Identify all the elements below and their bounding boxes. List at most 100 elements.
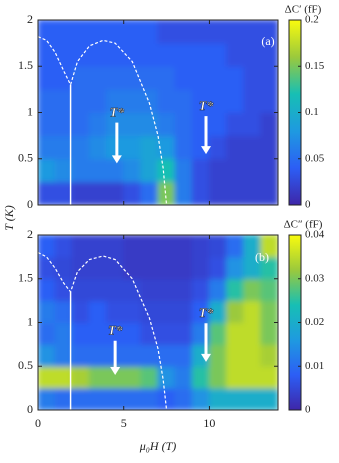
heatmap-cell: [71, 235, 90, 258]
heatmap-cell: [38, 158, 56, 183]
heatmap-cell: [157, 20, 176, 44]
heatmap-cell: [140, 387, 159, 410]
heatmap-cell: [174, 20, 193, 44]
heatmap-cell: [226, 387, 245, 410]
heatmap-cell: [54, 300, 73, 323]
heatmap-cell: [38, 256, 56, 280]
heatmap-cell: [38, 20, 56, 44]
heatmap-cell: [38, 42, 56, 67]
y-tick-label: 1.5: [18, 271, 33, 285]
heatmap-cell: [38, 387, 56, 410]
heatmap-cell: [54, 235, 73, 258]
heatmap-cell: [260, 278, 278, 302]
heatmap-cell: [243, 181, 262, 205]
heatmap-cells: [38, 235, 278, 410]
heatmap-cell: [174, 65, 193, 90]
heatmap-cell: [226, 365, 245, 389]
heatmap-cell: [243, 158, 262, 183]
heatmap-cell: [208, 181, 228, 205]
heatmap-cell: [260, 88, 278, 113]
colorbar-tick-label: 0.05: [305, 152, 325, 164]
heatmap-cell: [243, 343, 262, 367]
y-tick-label: 1: [27, 314, 33, 328]
heatmap-cell: [88, 20, 108, 44]
heatmap-cell: [260, 112, 278, 137]
heatmap-cell: [243, 322, 262, 345]
heatmap-cell: [54, 256, 73, 280]
heatmap-cell: [226, 235, 245, 258]
heatmap-cell: [38, 135, 56, 160]
heatmap-cell: [38, 65, 56, 90]
heatmap-cell: [260, 300, 278, 323]
heatmap-cell: [140, 322, 159, 345]
heatmap-cell: [123, 387, 142, 410]
heatmap-cell: [260, 343, 278, 367]
heatmap-cell: [88, 42, 108, 67]
heatmap-cell: [123, 135, 142, 160]
heatmap-cell: [106, 300, 125, 323]
heatmap-cell: [260, 181, 278, 205]
heatmap-cell: [174, 88, 193, 113]
heatmap-cell: [38, 278, 56, 302]
annotation: T*: [199, 305, 214, 320]
x-tick-label: 10: [203, 416, 215, 430]
heatmap-cell: [191, 278, 210, 302]
heatmap-cell: [208, 158, 228, 183]
heatmap-cell: [243, 278, 262, 302]
x-tick-label: 5: [121, 416, 127, 430]
heatmap-cell: [71, 278, 90, 302]
heatmap-cell: [140, 235, 159, 258]
heatmap-cell: [123, 278, 142, 302]
heatmap-cell: [157, 112, 176, 137]
heatmap-cell: [88, 235, 108, 258]
heatmap-cell: [191, 235, 210, 258]
heatmap-cell: [88, 112, 108, 137]
heatmap-cell: [174, 256, 193, 280]
heatmap-cell: [174, 112, 193, 137]
heatmap-cell: [38, 322, 56, 345]
heatmap-cell: [54, 65, 73, 90]
heatmap-cell: [38, 235, 56, 258]
heatmap-cell: [260, 158, 278, 183]
heatmap-cell: [123, 256, 142, 280]
heatmap-cell: [88, 135, 108, 160]
heatmap-cell: [71, 181, 90, 205]
heatmap-cell: [71, 65, 90, 90]
heatmap-cell: [174, 235, 193, 258]
heatmap-cell: [106, 112, 125, 137]
heatmap-cell: [260, 65, 278, 90]
heatmap-cell: [157, 181, 176, 205]
heatmap-cell: [243, 135, 262, 160]
y-tick-label: 2: [27, 227, 33, 241]
heatmap-cell: [88, 365, 108, 389]
heatmap-cell: [260, 256, 278, 280]
heatmap-cell: [140, 135, 159, 160]
panel-label: (b): [255, 250, 269, 264]
heatmap-cell: [123, 42, 142, 67]
heatmap-cell: [140, 181, 159, 205]
heatmap-cell: [191, 65, 210, 90]
heatmap-cell: [226, 322, 245, 345]
heatmap-cell: [140, 158, 159, 183]
heatmap-cell: [106, 365, 125, 389]
heatmap-cell: [88, 278, 108, 302]
heatmap-cell: [174, 387, 193, 410]
heatmap-cell: [88, 343, 108, 367]
phase-boundary: [38, 36, 168, 205]
annotation: T*: [108, 323, 123, 338]
heatmap-cell: [157, 158, 176, 183]
heatmap-cell: [243, 235, 262, 258]
heatmap-cell: [71, 343, 90, 367]
colorbar-tick-label: 0.15: [305, 60, 325, 72]
heatmap-cell: [88, 256, 108, 280]
colorbar-tick-label: 0.02: [305, 316, 324, 328]
heatmap-cell: [71, 387, 90, 410]
heatmap-cell: [243, 365, 262, 389]
heatmap-cell: [157, 256, 176, 280]
heatmap-cell: [71, 300, 90, 323]
heatmap-cell: [71, 322, 90, 345]
y-tick-label: 1.5: [18, 58, 33, 72]
heatmap-cell: [88, 158, 108, 183]
colorbar-tick-label: 0.01: [305, 360, 324, 372]
heatmap: [38, 20, 278, 205]
